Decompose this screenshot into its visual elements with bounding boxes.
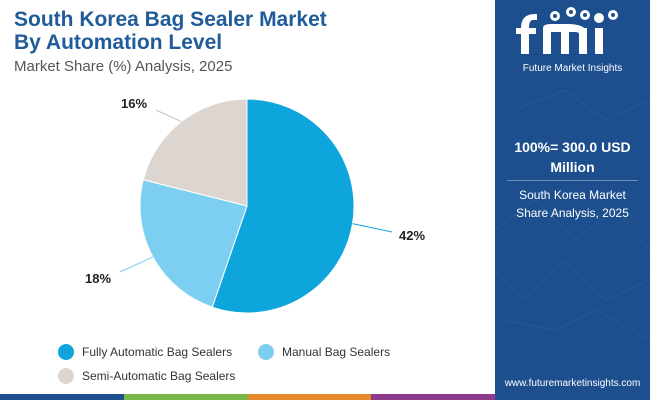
data-label: 18% [85,271,111,286]
pie-slice-manual-bag-sealers [139,179,248,308]
chart-title-line-2: By Automation Level [14,31,223,54]
panel-subtitle: South Korea Market Share Analysis, 2025 [495,186,650,222]
chart-title-line-1: South Korea Bag Sealer Market [14,8,327,31]
panel-texture [495,89,650,341]
bottom-bar-segment [247,394,372,400]
panel-sub-line-2: Share Analysis, 2025 [516,206,629,220]
total-line-1: 100%= 300.0 USD [514,139,631,155]
panel-sub-line-1: South Korea Market [519,188,626,202]
bottom-bar-segment [0,394,124,400]
legend-item: Fully Automatic Bag Sealers [58,344,232,360]
fmi-logo[interactable]: Future Market Insights [505,6,640,74]
leader-line [119,256,154,273]
bottom-bar-segment [123,394,248,400]
legend-swatch [58,368,74,384]
leader-line [155,109,182,123]
leader-line [352,223,393,233]
bottom-bar-segment [371,394,495,400]
pie-chart: 42% 18% 16% [85,96,425,314]
data-label: 16% [121,96,147,111]
legend-item: Manual Bag Sealers [258,344,390,360]
legend-label: Fully Automatic Bag Sealers [82,345,233,359]
fmi-logo-mark [515,7,618,54]
legend-label: Semi-Automatic Bag Sealers [82,369,236,383]
panel-divider [507,180,638,181]
legend-label: Manual Bag Sealers [282,345,391,359]
legend-item: Semi-Automatic Bag Sealers [58,368,235,384]
legend-swatch [58,344,74,360]
bottom-color-bar [0,394,495,400]
chart-title: South Korea Bag Sealer Market By Automat… [14,8,484,54]
pie-slice-semi-automatic-bag-sealers [142,98,248,207]
total-line-2: Million [550,159,595,175]
legend-swatch [258,344,274,360]
website-link[interactable]: www.futuremarketinsights.com [504,378,641,389]
info-panel: Future Market Insights 100%= 300.0 USD M… [495,0,650,400]
chart-subtitle: Market Share (%) Analysis, 2025 [14,58,233,75]
logo-text: Future Market Insights [522,63,623,74]
total-market-value: 100%= 300.0 USD Million [495,137,650,177]
data-label: 42% [399,228,425,243]
